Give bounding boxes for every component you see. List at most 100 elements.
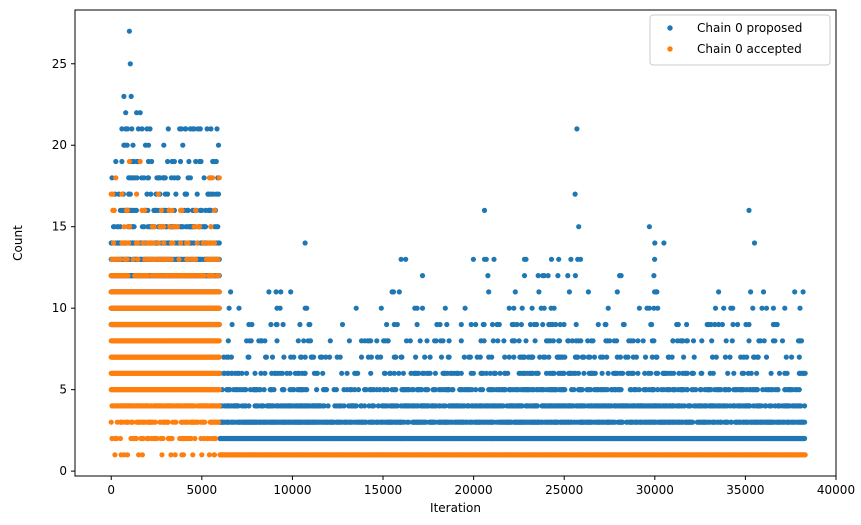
data-point: [746, 321, 752, 328]
data-point: [124, 126, 131, 132]
data-point: [458, 321, 464, 328]
data-point: [652, 256, 658, 262]
data-point: [194, 191, 200, 197]
data-point: [374, 338, 380, 344]
data-point: [314, 387, 320, 393]
data-point: [446, 354, 452, 360]
data-point: [495, 338, 501, 344]
data-point: [248, 338, 254, 344]
data-point: [492, 370, 499, 376]
data-point: [604, 354, 610, 360]
data-point: [556, 256, 562, 262]
data-point: [192, 435, 198, 442]
data-point: [721, 305, 727, 311]
data-point: [384, 387, 390, 393]
data-point: [746, 207, 752, 213]
data-point: [640, 338, 646, 344]
data-point: [185, 207, 191, 213]
data-point: [162, 175, 168, 181]
data-point: [444, 321, 450, 328]
data-point: [548, 256, 555, 262]
data-point: [274, 321, 280, 328]
data-point: [588, 387, 594, 393]
data-point: [215, 419, 222, 425]
data-point: [131, 224, 137, 230]
data-point: [368, 354, 374, 360]
data-point: [581, 354, 587, 360]
data-point: [355, 387, 362, 393]
data-point: [419, 305, 426, 311]
data-point: [744, 354, 750, 360]
data-point: [419, 273, 426, 279]
data-point: [271, 387, 277, 393]
data-point: [228, 354, 234, 360]
data-point: [483, 370, 489, 376]
data-point: [226, 305, 232, 311]
data-point: [440, 338, 446, 344]
data-point: [108, 419, 114, 425]
data-point: [262, 370, 268, 376]
data-point: [422, 354, 428, 360]
data-point: [193, 158, 199, 165]
data-point: [273, 289, 279, 295]
data-point: [501, 338, 507, 344]
data-point: [699, 370, 705, 376]
data-point: [527, 321, 534, 328]
data-point: [353, 305, 359, 311]
data-point: [188, 435, 194, 442]
data-point: [178, 126, 184, 132]
data-point: [534, 321, 540, 328]
data-point: [553, 321, 559, 328]
data-point: [511, 354, 517, 360]
data-point: [661, 240, 667, 246]
data-point: [191, 126, 197, 132]
data-point: [565, 273, 571, 279]
data-point: [490, 338, 496, 344]
data-point: [269, 354, 276, 360]
data-point: [519, 305, 525, 311]
data-point: [378, 305, 384, 311]
data-point: [763, 354, 770, 360]
data-point: [165, 419, 171, 425]
data-point: [550, 338, 557, 344]
data-point: [341, 403, 347, 409]
data-point: [523, 256, 529, 262]
data-point: [173, 419, 179, 425]
data-point: [442, 403, 448, 409]
data-point: [249, 321, 255, 328]
data-point: [212, 435, 219, 442]
data-point: [591, 354, 598, 360]
data-point: [387, 370, 394, 376]
data-point: [620, 419, 626, 425]
data-point: [252, 370, 258, 376]
data-point: [433, 338, 439, 344]
data-point: [620, 370, 626, 376]
data-point: [775, 387, 781, 393]
data-point: [362, 403, 368, 409]
data-point: [414, 305, 420, 311]
data-point: [396, 370, 402, 376]
data-point: [197, 126, 203, 132]
data-point: [121, 93, 127, 99]
data-point: [261, 387, 267, 393]
data-point: [304, 387, 310, 393]
data-point: [145, 142, 152, 148]
data-point: [262, 338, 268, 344]
data-point: [424, 338, 430, 344]
data-point: [568, 256, 574, 262]
data-point: [298, 354, 304, 360]
data-point: [748, 370, 754, 376]
data-point: [516, 338, 522, 344]
data-point: [521, 273, 528, 279]
data-point: [225, 338, 231, 344]
data-point: [216, 370, 222, 376]
data-point: [288, 289, 294, 295]
data-point: [614, 338, 620, 344]
data-point: [413, 354, 419, 360]
data-point: [180, 142, 186, 148]
data-point: [323, 387, 330, 393]
data-point: [578, 338, 584, 344]
data-point: [403, 256, 409, 262]
data-point: [246, 403, 252, 409]
data-point: [314, 370, 320, 376]
